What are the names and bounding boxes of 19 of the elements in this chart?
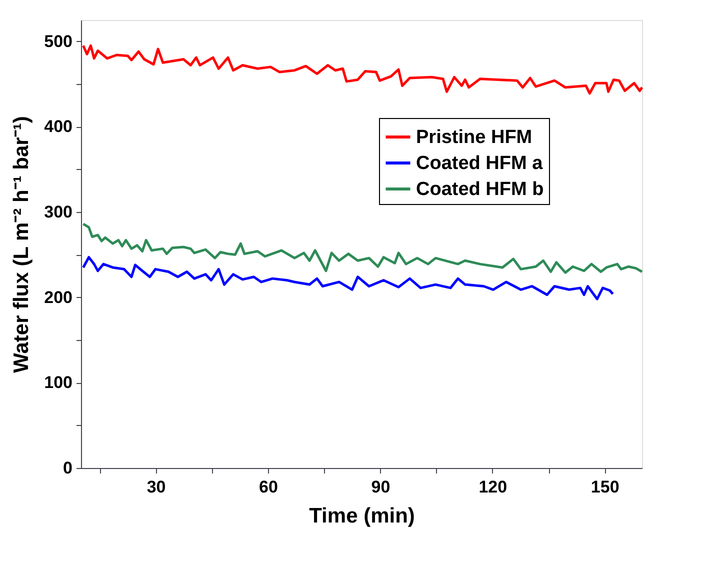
legend-label: Coated HFM b <box>416 179 544 200</box>
line-series <box>82 222 644 274</box>
y-axis-title: Water flux (L m⁻² h⁻¹ bar⁻¹) <box>10 116 34 373</box>
y-tick-label: 400 <box>44 117 72 136</box>
y-tick-label: 300 <box>44 202 72 222</box>
legend-label: Coated HFM a <box>416 153 544 174</box>
x-tick-label: 120 <box>478 478 508 496</box>
x-tick-label: 30 <box>146 478 166 496</box>
y-tick-label: 200 <box>44 288 72 307</box>
legend-label: Pristine HFM <box>416 127 532 148</box>
line-series <box>82 44 644 95</box>
line-series <box>82 256 614 300</box>
x-tick-label: 150 <box>590 478 620 496</box>
y-tick-label: 100 <box>44 373 72 392</box>
x-tick-label: 60 <box>259 478 278 496</box>
y-tick-label: 500 <box>44 32 72 51</box>
y-tick-label: 0 <box>63 458 72 478</box>
x-axis-title: Time (min) <box>309 504 415 528</box>
x-tick-label: 90 <box>371 478 390 496</box>
